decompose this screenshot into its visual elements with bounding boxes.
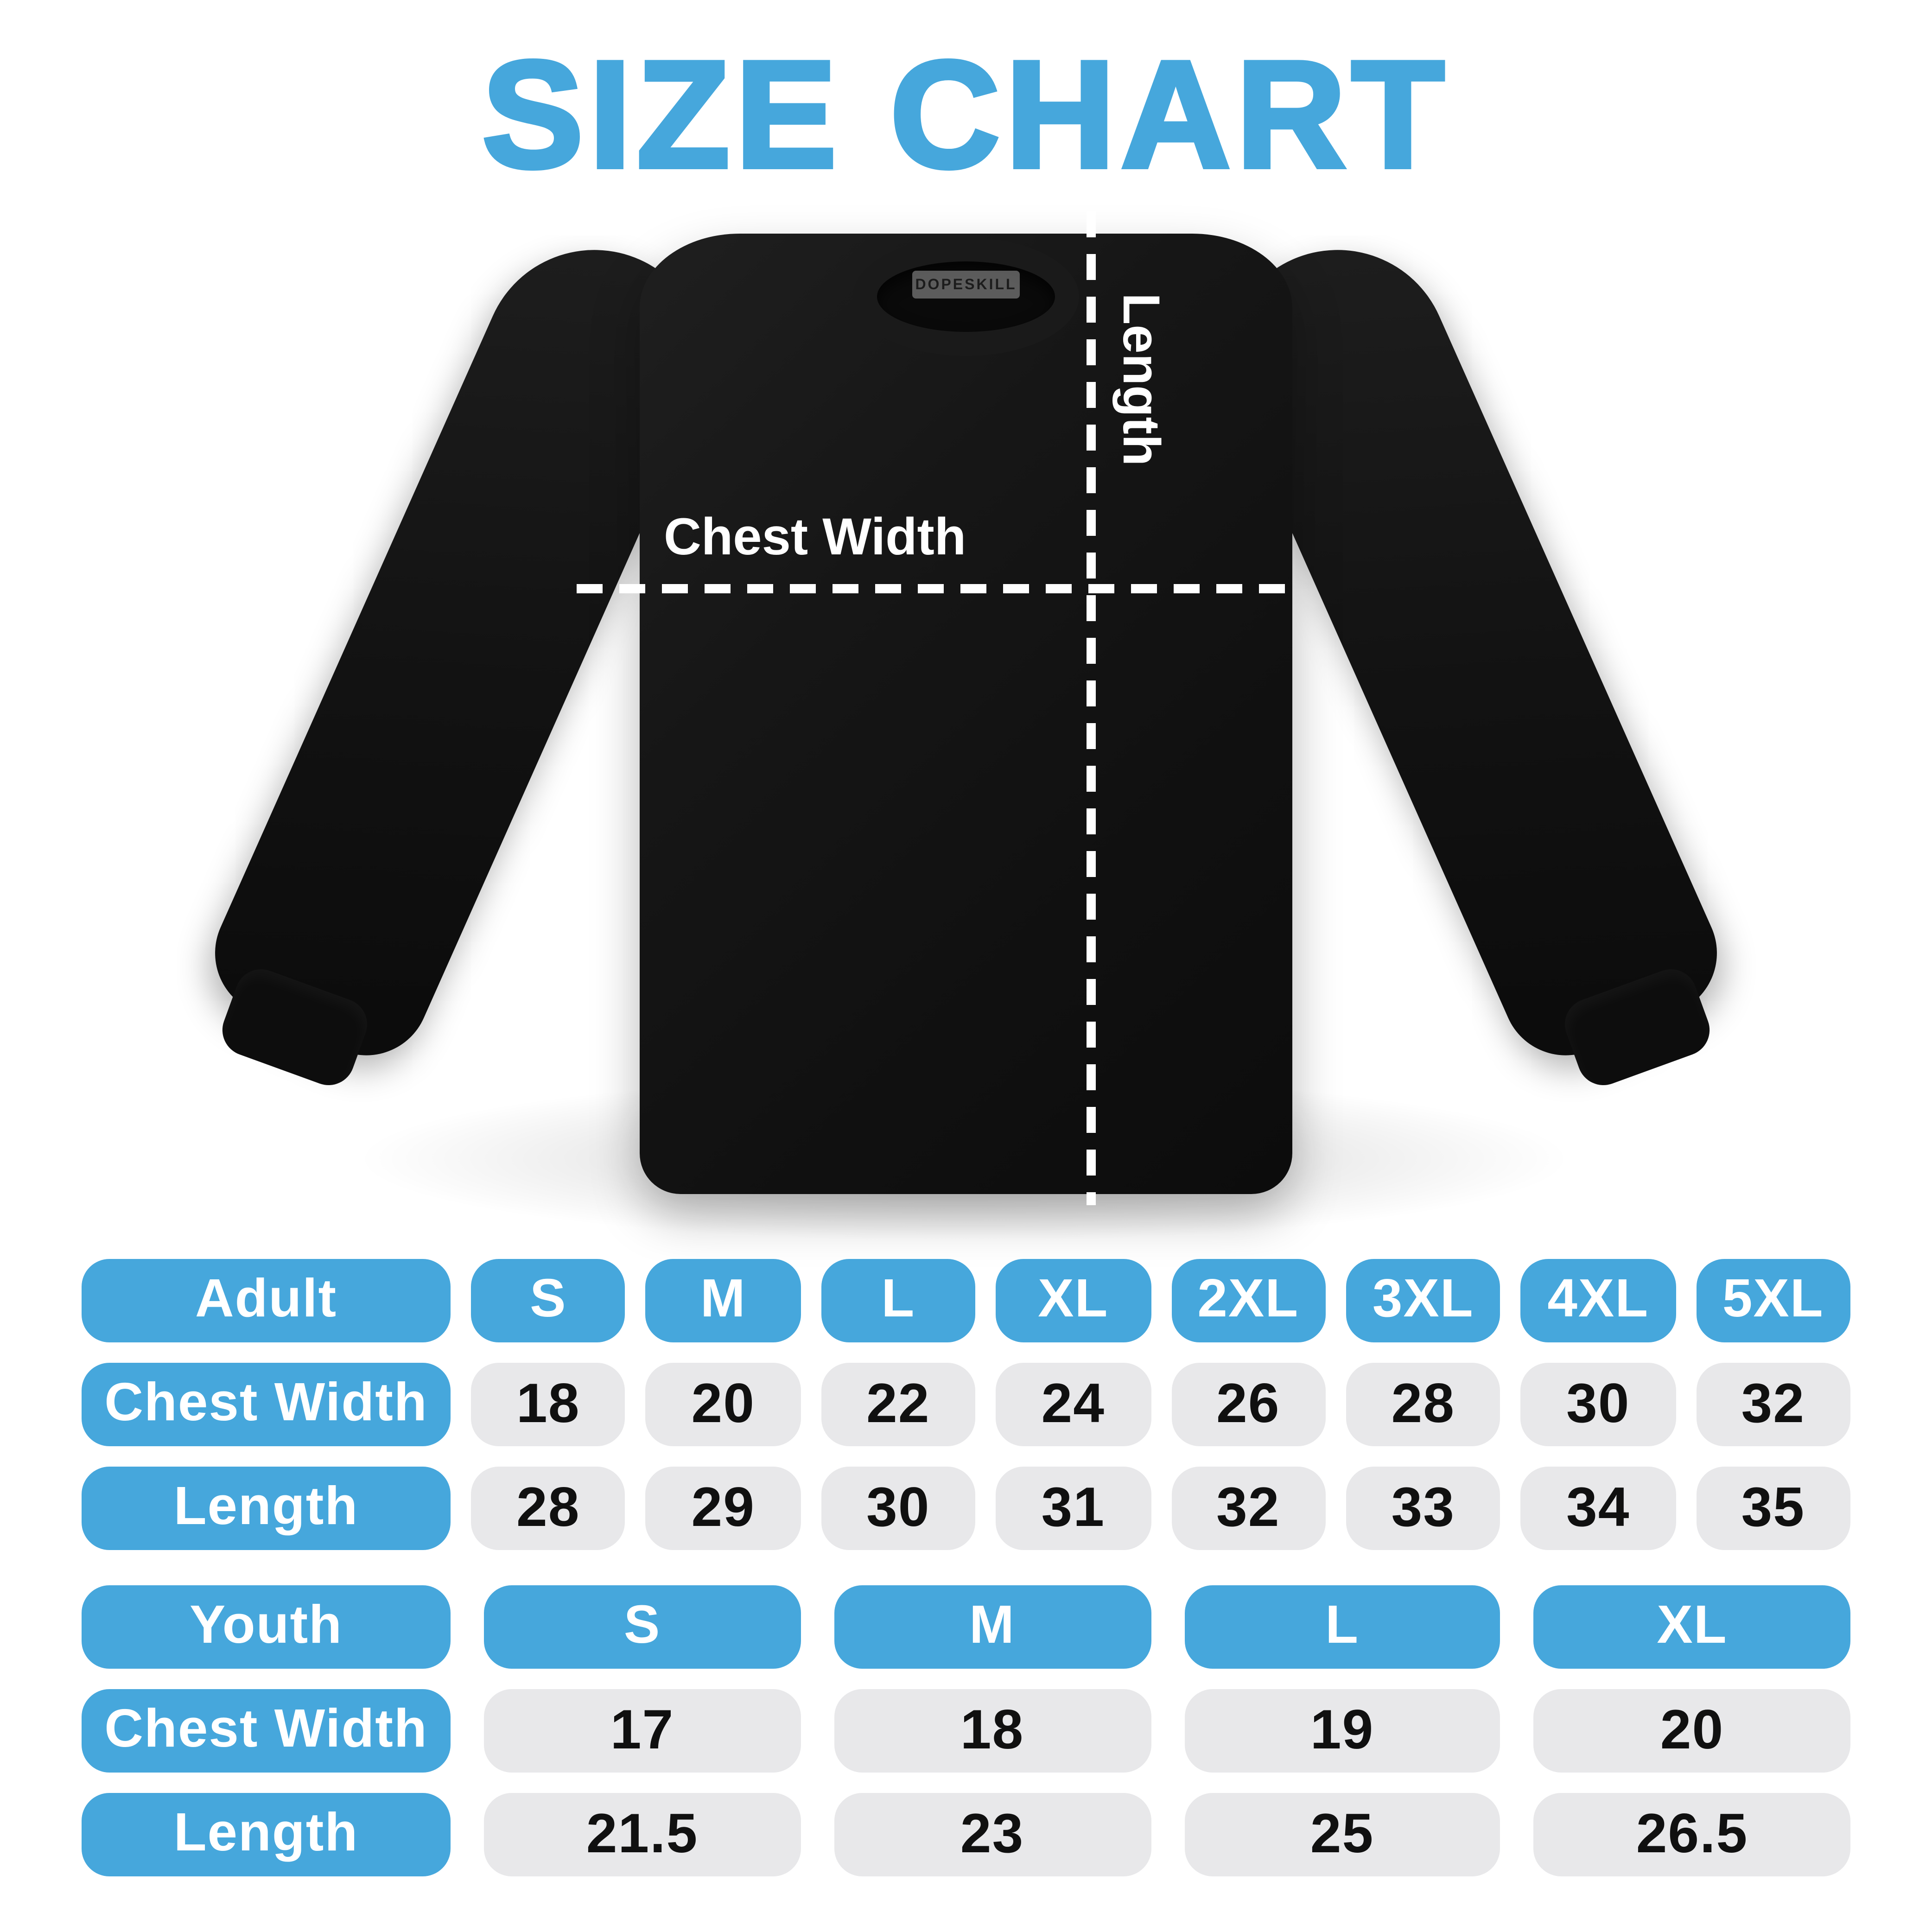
adult-length-row: Length 28 29 30 31 32 33 34 35 xyxy=(82,1467,1850,1550)
youth-size-header: XL xyxy=(1534,1585,1850,1669)
youth-size-header: M xyxy=(834,1585,1150,1669)
adult-size-header: 2XL xyxy=(1171,1259,1326,1342)
youth-length-cell: 25 xyxy=(1184,1793,1500,1876)
adult-length-cell: 34 xyxy=(1521,1467,1676,1550)
adult-chest-width-cell: 28 xyxy=(1346,1363,1500,1446)
brand-tag: DOPESKILL xyxy=(912,271,1020,299)
youth-chest-width-cell: 19 xyxy=(1184,1689,1500,1773)
youth-size-header: L xyxy=(1184,1585,1500,1669)
adult-length-cell: 28 xyxy=(471,1467,626,1550)
adult-length-cell: 33 xyxy=(1346,1467,1500,1550)
adult-length-label: Length xyxy=(82,1467,451,1550)
youth-chest-width-label: Chest Width xyxy=(82,1689,451,1773)
adult-size-table: Adult S M L XL 2XL 3XL 4XL 5XL Chest Wid… xyxy=(82,1259,1850,1550)
adult-chest-width-cell: 30 xyxy=(1521,1363,1676,1446)
adult-group-header: Adult xyxy=(82,1259,451,1342)
youth-chest-width-row: Chest Width 17 18 19 20 xyxy=(82,1689,1850,1773)
chest-width-diagram-label: Chest Width xyxy=(664,508,966,566)
adult-chest-width-cell: 18 xyxy=(471,1363,626,1446)
adult-length-cell: 31 xyxy=(996,1467,1150,1550)
shirt-measurement-diagram: DOPESKILL Chest Width Length xyxy=(195,211,1737,1242)
length-diagram-label: Length xyxy=(1112,293,1170,466)
adult-chest-width-cell: 26 xyxy=(1171,1363,1326,1446)
youth-chest-width-cell: 20 xyxy=(1534,1689,1850,1773)
youth-header-row: Youth S M L XL xyxy=(82,1585,1850,1669)
adult-chest-width-row: Chest Width 18 20 22 24 26 28 30 32 xyxy=(82,1363,1850,1446)
adult-chest-width-label: Chest Width xyxy=(82,1363,451,1446)
page-title: SIZE CHART xyxy=(480,29,1450,203)
youth-length-cell: 26.5 xyxy=(1534,1793,1850,1876)
adult-size-header: XL xyxy=(996,1259,1150,1342)
adult-size-header: S xyxy=(471,1259,626,1342)
length-measure-line xyxy=(1087,211,1096,1205)
adult-length-cell: 35 xyxy=(1696,1467,1850,1550)
youth-group-header: Youth xyxy=(82,1585,451,1669)
youth-size-table: Youth S M L XL Chest Width 17 18 19 20 L… xyxy=(82,1585,1850,1876)
adult-chest-width-cell: 20 xyxy=(646,1363,801,1446)
youth-chest-width-cell: 18 xyxy=(834,1689,1150,1773)
shirt-torso xyxy=(640,234,1292,1194)
adult-chest-width-cell: 24 xyxy=(996,1363,1150,1446)
youth-chest-width-cell: 17 xyxy=(484,1689,801,1773)
size-tables: Adult S M L XL 2XL 3XL 4XL 5XL Chest Wid… xyxy=(82,1259,1850,1897)
adult-length-cell: 30 xyxy=(821,1467,976,1550)
adult-length-cell: 32 xyxy=(1171,1467,1326,1550)
adult-chest-width-cell: 22 xyxy=(821,1363,976,1446)
chest-width-measure-line xyxy=(577,584,1292,593)
adult-size-header: 3XL xyxy=(1346,1259,1500,1342)
adult-chest-width-cell: 32 xyxy=(1696,1363,1850,1446)
youth-length-cell: 23 xyxy=(834,1793,1150,1876)
adult-size-header: 5XL xyxy=(1696,1259,1850,1342)
youth-length-row: Length 21.5 23 25 26.5 xyxy=(82,1793,1850,1876)
adult-header-row: Adult S M L XL 2XL 3XL 4XL 5XL xyxy=(82,1259,1850,1342)
adult-size-header: M xyxy=(646,1259,801,1342)
youth-length-cell: 21.5 xyxy=(484,1793,801,1876)
adult-size-header: L xyxy=(821,1259,976,1342)
adult-size-header: 4XL xyxy=(1521,1259,1676,1342)
youth-size-header: S xyxy=(484,1585,801,1669)
adult-length-cell: 29 xyxy=(646,1467,801,1550)
youth-length-label: Length xyxy=(82,1793,451,1876)
